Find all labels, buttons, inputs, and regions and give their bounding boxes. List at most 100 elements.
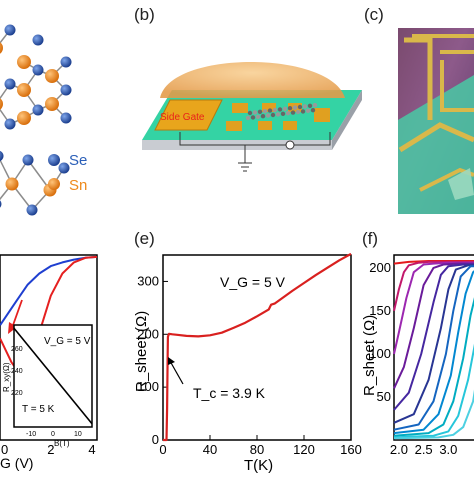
inset-ytick-260: 260	[11, 346, 23, 353]
inset-ytick-220: 220	[11, 390, 23, 397]
panel-d-xlabel: G (V)	[0, 455, 33, 471]
inset-xtick-neg10: -10	[26, 431, 36, 438]
flake-atom	[257, 109, 263, 115]
flake-atom	[270, 112, 276, 118]
electrode-2	[226, 121, 242, 131]
sn-atom	[17, 83, 31, 97]
panel-label-b: (b)	[134, 5, 155, 24]
flake-atom	[305, 108, 311, 114]
se-atom	[60, 112, 72, 124]
panel-f-ytick-label: 50	[377, 389, 391, 404]
panel-d-series-line	[0, 255, 98, 326]
snse2-flake	[245, 103, 318, 121]
flake-atom	[302, 104, 308, 109]
se-atom	[32, 34, 44, 46]
crystal-top-view	[0, 24, 72, 130]
panel-f-ytick-label: 100	[369, 346, 391, 361]
panel-label-c: (c)	[364, 5, 384, 24]
flake-atom	[300, 109, 306, 114]
flake-atom	[287, 106, 293, 111]
flake-atom	[255, 114, 261, 120]
sn-atom	[0, 98, 3, 110]
panel-e-curve	[163, 252, 352, 442]
panel-f-series-line	[393, 262, 474, 389]
sn-atom	[17, 55, 31, 69]
tc-arrow-line	[169, 360, 184, 385]
panel-e-xtick-label: 120	[293, 442, 315, 457]
panel-f-axes	[393, 254, 474, 441]
inset-ylabel: R_xy(Ω)	[2, 362, 11, 392]
flake-atom	[280, 111, 286, 117]
sn-atom	[45, 97, 59, 111]
panel-e-ytick-label: 100	[137, 379, 159, 394]
se-legend-ball	[48, 154, 60, 166]
panel-f-series-line	[393, 264, 474, 424]
electrode-7	[314, 108, 330, 122]
panel-d-xtick-label: 4	[88, 442, 95, 457]
device-schematic-panel: (b) Side Gate	[134, 5, 362, 172]
ground-symbol	[238, 155, 252, 172]
panel-e-ytick-label: 200	[137, 326, 159, 341]
panel-e-vg-annotation: V_G = 5 V	[220, 274, 286, 290]
field-dependence-panel: (f) 2.0 2.5 3.0 200 150 100 50 R_sheet (Ω)	[361, 229, 474, 457]
panel-e-ylabel: R_sheet (Ω)	[133, 311, 150, 392]
panel-f-ytick-label: 150	[369, 303, 391, 318]
legend-se-label: Se	[69, 152, 87, 169]
micrograph-lead-1	[404, 37, 433, 120]
flake-atom	[250, 115, 256, 120]
panel-e-xtick-label: 0	[159, 442, 166, 457]
inset-xtick-10: 10	[74, 431, 82, 438]
se-atom	[58, 162, 70, 174]
panel-e-xlabel: T(K)	[244, 457, 273, 474]
panel-d-arrow-head	[8, 322, 17, 334]
sn-atom	[45, 69, 59, 83]
panel-label-f: (f)	[362, 229, 378, 248]
se-atom	[60, 56, 72, 68]
gate-wire	[179, 132, 246, 155]
flake-atom	[265, 113, 271, 118]
resistance-temperature-panel: (e) 0 40 80 120 160 0 100 200 300 R_sheet (Ω) T(…	[133, 229, 362, 474]
se-atom	[60, 84, 72, 96]
drain-wire	[245, 132, 331, 146]
flake-atom	[285, 111, 291, 116]
panel-f-curves	[393, 260, 474, 440]
flake-atom	[260, 114, 266, 119]
se-atom	[4, 118, 16, 130]
se-atom	[32, 104, 44, 116]
flake-atom	[295, 109, 301, 115]
panel-d-arrow-line	[11, 299, 23, 329]
panel-e-tc-annotation: T_c = 3.9 K	[193, 385, 266, 401]
panel-f-series-line	[393, 265, 474, 431]
flake-atom	[267, 108, 273, 113]
electrode-6	[283, 121, 297, 130]
inset-t-label: T = 5 K	[22, 404, 55, 415]
se-atom	[32, 64, 44, 76]
inset-xtick-0: 0	[51, 431, 55, 438]
crystal-side-view	[0, 150, 70, 216]
panel-f-xtick-label: 2.5	[415, 442, 433, 457]
electrode-1	[232, 103, 248, 113]
panel-f-series-line	[393, 297, 474, 437]
flake-atom	[290, 110, 296, 115]
panel-e-xtick-label: 80	[250, 442, 264, 457]
se-atom	[4, 78, 16, 90]
flake-atom	[282, 106, 288, 112]
se-atom	[26, 204, 38, 216]
se-atom	[0, 150, 4, 162]
panel-f-series-line	[393, 261, 474, 355]
panel-e-xtick-label: 40	[203, 442, 217, 457]
panel-f-ticks: 2.0 2.5 3.0 200 150 100 50	[369, 260, 457, 457]
micrograph-flake	[448, 168, 474, 200]
sn-atom	[5, 177, 19, 191]
flake-atom	[312, 103, 318, 108]
panel-d-axes	[0, 254, 98, 441]
side-gate-label: Side Gate	[160, 112, 205, 123]
sn-atom	[17, 111, 31, 125]
legend-sn-label: Sn	[69, 177, 87, 194]
panel-f-series-line	[393, 343, 474, 439]
flake-atom	[272, 107, 278, 113]
panel-e-xtick-label: 160	[340, 442, 362, 457]
micrograph-panel: (c)	[364, 5, 474, 214]
flake-atom	[275, 112, 281, 117]
